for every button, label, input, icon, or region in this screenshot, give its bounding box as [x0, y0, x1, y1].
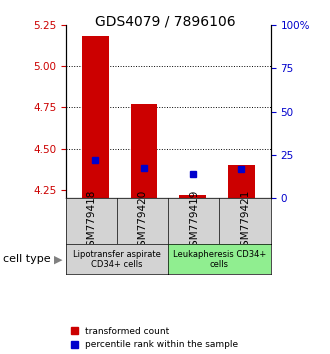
- Bar: [131, 104, 157, 198]
- Text: Lipotransfer aspirate
CD34+ cells: Lipotransfer aspirate CD34+ cells: [73, 250, 161, 269]
- Bar: [82, 36, 109, 198]
- Text: GDS4079 / 7896106: GDS4079 / 7896106: [95, 14, 235, 28]
- Bar: [228, 165, 255, 198]
- Text: ▶: ▶: [53, 254, 62, 264]
- Text: Leukapheresis CD34+
cells: Leukapheresis CD34+ cells: [173, 250, 266, 269]
- Text: cell type: cell type: [3, 254, 51, 264]
- Bar: [179, 195, 206, 198]
- Text: GSM779420: GSM779420: [138, 190, 148, 253]
- Text: GSM779418: GSM779418: [86, 189, 97, 253]
- Text: GSM779421: GSM779421: [240, 189, 250, 253]
- Legend: transformed count, percentile rank within the sample: transformed count, percentile rank withi…: [71, 327, 238, 349]
- Text: GSM779419: GSM779419: [189, 189, 199, 253]
